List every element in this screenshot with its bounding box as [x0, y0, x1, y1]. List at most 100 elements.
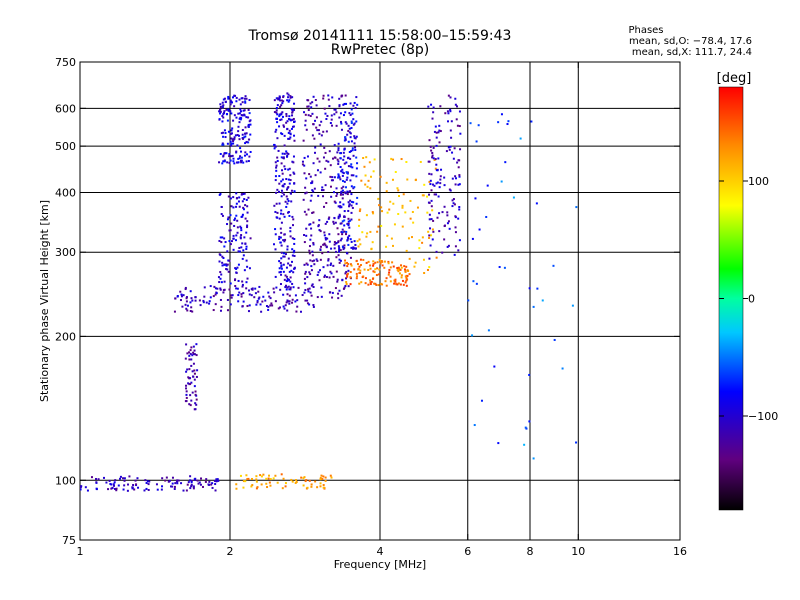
data-point — [285, 178, 288, 181]
data-point — [449, 108, 452, 111]
data-point — [436, 216, 439, 219]
data-point — [284, 304, 287, 307]
data-point — [358, 210, 361, 213]
data-point — [438, 186, 441, 189]
data-point — [339, 112, 342, 115]
data-point — [231, 138, 234, 141]
data-point — [430, 218, 433, 221]
data-point — [240, 114, 243, 117]
data-point — [523, 443, 526, 446]
data-point — [265, 477, 268, 480]
data-point — [390, 237, 393, 240]
data-point — [192, 487, 195, 490]
data-point — [315, 104, 318, 107]
x-tick-label: 2 — [227, 545, 234, 558]
data-point — [303, 164, 306, 167]
data-point — [285, 288, 288, 291]
data-point — [389, 266, 392, 269]
data-point — [189, 487, 192, 490]
data-point — [348, 127, 351, 130]
data-point — [428, 139, 431, 142]
data-point — [473, 424, 476, 427]
data-point — [174, 482, 177, 485]
colorbar-tick-label: 100 — [748, 175, 769, 188]
data-point — [309, 115, 312, 118]
data-point — [306, 299, 309, 302]
data-point — [192, 353, 195, 356]
data-point — [260, 483, 263, 486]
data-point — [332, 222, 335, 225]
data-point — [223, 129, 226, 132]
data-point — [370, 280, 373, 283]
data-point — [280, 267, 283, 270]
data-point — [319, 171, 322, 174]
data-point — [222, 131, 225, 134]
data-point — [405, 265, 408, 268]
data-point — [312, 211, 315, 214]
data-point — [289, 264, 292, 267]
data-point — [339, 201, 342, 204]
data-point — [281, 111, 284, 114]
data-point — [343, 246, 346, 249]
data-point — [285, 266, 288, 269]
data-point — [217, 479, 220, 482]
data-point — [359, 264, 362, 267]
data-point — [287, 118, 290, 121]
data-point — [316, 129, 319, 132]
data-point — [207, 483, 210, 486]
data-point — [250, 288, 253, 291]
data-point — [304, 192, 307, 195]
data-point — [233, 219, 236, 222]
data-point — [167, 480, 170, 483]
data-point — [295, 310, 298, 313]
data-point — [528, 373, 531, 376]
data-point — [219, 298, 222, 301]
data-point — [337, 162, 340, 165]
data-point — [357, 224, 360, 227]
data-point — [90, 476, 93, 479]
data-point — [388, 268, 391, 271]
data-point — [214, 303, 217, 306]
data-point — [405, 276, 408, 279]
data-point — [385, 284, 388, 287]
data-point — [236, 144, 239, 147]
data-point — [229, 99, 232, 102]
data-point — [237, 125, 240, 128]
data-point — [213, 479, 216, 482]
data-point — [119, 475, 122, 478]
data-point — [293, 190, 296, 193]
data-point — [278, 235, 281, 238]
data-point — [363, 165, 366, 168]
data-point — [392, 158, 395, 161]
data-point — [374, 261, 377, 264]
data-point — [276, 481, 279, 484]
data-point — [189, 309, 192, 312]
data-point — [235, 267, 238, 270]
data-point — [337, 160, 340, 163]
data-point — [348, 226, 351, 229]
data-point — [300, 476, 303, 479]
data-point — [422, 258, 425, 261]
data-point — [229, 140, 232, 143]
data-point — [430, 149, 433, 152]
data-point — [339, 249, 342, 252]
data-point — [342, 151, 345, 154]
data-point — [304, 186, 307, 189]
data-point — [246, 305, 249, 308]
data-point — [243, 109, 246, 112]
data-point — [289, 286, 292, 289]
data-point — [319, 249, 322, 252]
data-point — [343, 180, 346, 183]
data-point — [333, 241, 336, 244]
data-point — [274, 161, 277, 164]
data-point — [208, 300, 211, 303]
data-point — [269, 484, 272, 487]
data-point — [449, 129, 452, 132]
data-point — [245, 97, 248, 100]
data-point — [244, 204, 247, 207]
data-point — [443, 176, 446, 179]
data-point — [249, 150, 252, 153]
data-point — [275, 164, 278, 167]
data-point — [332, 220, 335, 223]
